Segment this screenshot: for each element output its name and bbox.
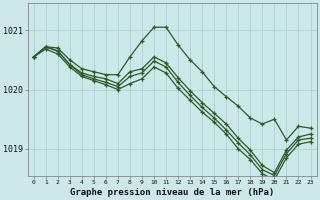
X-axis label: Graphe pression niveau de la mer (hPa): Graphe pression niveau de la mer (hPa) — [70, 188, 274, 197]
